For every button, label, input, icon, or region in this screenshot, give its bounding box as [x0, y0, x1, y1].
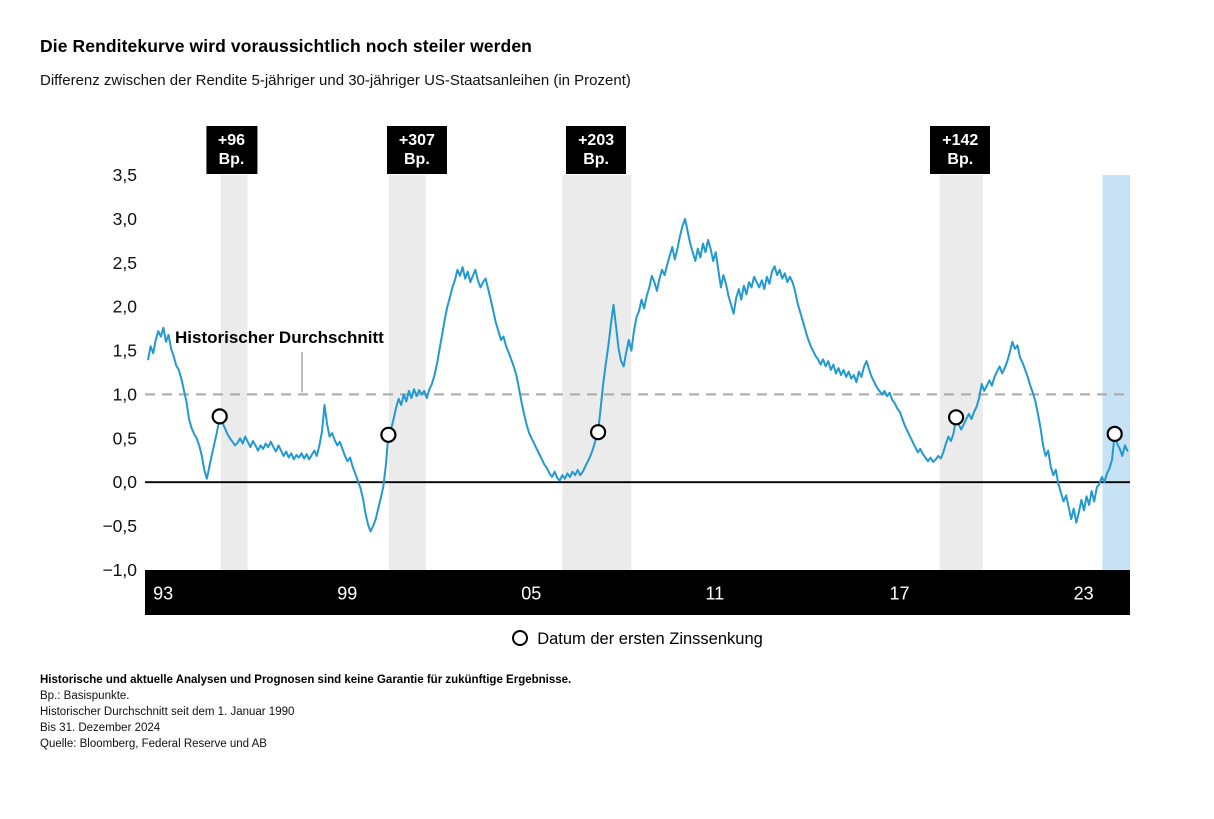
annotation-value: +307 — [398, 132, 435, 149]
rate-cut-marker — [1106, 425, 1123, 442]
footnote-disclaimer: Historische und aktuelle Analysen und Pr… — [40, 674, 572, 686]
rate-cut-marker — [211, 408, 228, 425]
footnote-line: Bp.: Basispunkte. — [40, 690, 130, 702]
shaded-band — [939, 175, 983, 570]
footnote-line: Quelle: Bloomberg, Federal Reserve und A… — [40, 738, 267, 750]
annotation-value: +142 — [942, 132, 979, 149]
shaded-band — [562, 175, 632, 570]
rate-cut-marker — [589, 424, 607, 441]
footnote-line: Bis 31. Dezember 2024 — [40, 722, 161, 734]
shaded-band — [388, 175, 426, 570]
x-axis-label: 23 — [1074, 584, 1094, 604]
legend: Datum der ersten Zinssenkung — [145, 630, 1130, 649]
x-axis-label: 05 — [521, 584, 541, 604]
y-axis-label: 1,0 — [113, 384, 138, 404]
annotation-box: +142 Bp. — [930, 126, 991, 174]
footnote-line: Historischer Durchschnitt seit dem 1. Ja… — [40, 706, 295, 718]
shaded-band — [220, 175, 248, 570]
series-line-spread — [147, 217, 1129, 533]
y-axis-label: 3,0 — [113, 209, 138, 229]
x-axis-label: 11 — [705, 584, 724, 604]
annotation-unit: Bp. — [403, 151, 430, 168]
x-axis-label: 17 — [890, 584, 910, 604]
footnotes: Historische und aktuelle Analysen und Pr… — [40, 672, 571, 752]
annotation-unit: Bp. — [583, 151, 609, 168]
y-axis-label: 1,5 — [113, 341, 137, 361]
y-axis-label: −0,5 — [102, 516, 137, 536]
x-axis-label: 93 — [153, 584, 173, 604]
y-axis-label: 3,5 — [113, 165, 137, 185]
x-axis-bar — [145, 570, 1130, 615]
x-axis-label: 99 — [337, 584, 357, 604]
rate-cut-marker — [947, 409, 965, 426]
annotation-value: +96 — [217, 132, 246, 149]
annotation-unit: Bp. — [218, 151, 245, 168]
highlight-band — [1102, 175, 1130, 570]
annotation-box: +203 Bp. — [566, 126, 627, 174]
annotation-box: +96 Bp. — [205, 126, 258, 174]
annotation-box: +307 Bp. — [386, 126, 447, 174]
annotation-value: +203 — [578, 132, 615, 149]
y-axis-label: 0,5 — [113, 428, 137, 448]
rate-cut-marker-icon — [512, 630, 529, 646]
chart-subtitle: Differenz zwischen der Rendite 5-jährige… — [40, 72, 631, 89]
average-line-label: Historischer Durchschnitt — [175, 328, 384, 347]
y-axis-label: 2,5 — [113, 253, 137, 273]
chart-title: Die Renditekurve wird voraussichtlich no… — [40, 36, 532, 56]
rate-cut-marker — [380, 426, 397, 443]
y-axis-label: −1,0 — [102, 560, 137, 580]
annotation-unit: Bp. — [947, 151, 974, 168]
y-axis-label: 2,0 — [113, 297, 138, 317]
legend-label: Datum der ersten Zinssenkung — [537, 630, 763, 648]
y-axis-label: 0,0 — [113, 472, 138, 492]
